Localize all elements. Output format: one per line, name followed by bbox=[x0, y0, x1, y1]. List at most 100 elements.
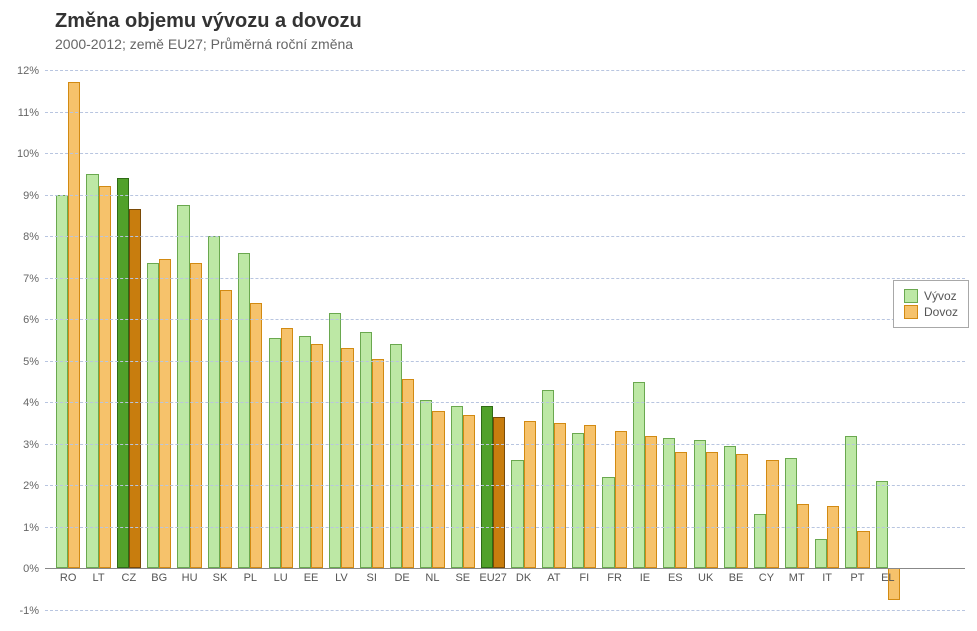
bar-import bbox=[250, 303, 262, 569]
grid-line: 12% bbox=[45, 70, 965, 71]
bar-import bbox=[827, 506, 839, 568]
x-tick-label: CY bbox=[759, 572, 774, 584]
y-tick-label: 0% bbox=[23, 563, 39, 575]
bar-export bbox=[511, 460, 523, 568]
grid-line: 3% bbox=[45, 444, 965, 445]
x-tick-label: SE bbox=[455, 572, 470, 584]
legend-swatch-export bbox=[904, 289, 918, 303]
legend-item-export: Vývoz bbox=[904, 289, 958, 303]
y-tick-label: 11% bbox=[18, 107, 39, 119]
y-tick-label: 9% bbox=[23, 190, 39, 202]
y-tick-label: 1% bbox=[23, 522, 39, 534]
x-tick-label: DE bbox=[394, 572, 409, 584]
x-tick-label: UK bbox=[698, 572, 713, 584]
x-tick-label: SK bbox=[213, 572, 228, 584]
grid-line: 2% bbox=[45, 485, 965, 486]
bar-import bbox=[766, 460, 778, 568]
x-tick-label: SI bbox=[367, 572, 377, 584]
bar-export bbox=[876, 481, 888, 568]
x-tick-label: AT bbox=[547, 572, 560, 584]
x-tick-label: PT bbox=[850, 572, 864, 584]
y-tick-label: 7% bbox=[23, 273, 39, 285]
y-tick-label: 12% bbox=[17, 65, 39, 77]
bar-import bbox=[99, 186, 111, 568]
bar-import bbox=[402, 379, 414, 568]
bar-export bbox=[360, 332, 372, 569]
bar-import bbox=[857, 531, 869, 568]
bar-import bbox=[311, 344, 323, 568]
x-tick-label: BG bbox=[151, 572, 167, 584]
bar-export bbox=[451, 406, 463, 568]
grid-line: 8% bbox=[45, 236, 965, 237]
legend-swatch-import bbox=[904, 305, 918, 319]
grid-line: 10% bbox=[45, 153, 965, 154]
bar-import bbox=[159, 259, 171, 568]
x-tick-label: EE bbox=[304, 572, 319, 584]
y-tick-label: 8% bbox=[23, 231, 39, 243]
x-tick-label: IE bbox=[640, 572, 650, 584]
bar-export bbox=[269, 338, 281, 569]
x-tick-label: EU27 bbox=[479, 572, 507, 584]
grid-line-zero: 0% bbox=[45, 568, 965, 569]
x-tick-label: LU bbox=[274, 572, 288, 584]
bar-export bbox=[420, 400, 432, 568]
bar-export bbox=[724, 446, 736, 569]
bar-export bbox=[481, 406, 493, 568]
x-tick-label: LT bbox=[93, 572, 105, 584]
bar-import bbox=[68, 82, 80, 568]
bar-import bbox=[645, 436, 657, 569]
bar-import bbox=[190, 263, 202, 568]
chart-root: Změna objemu vývozu a dovozu 2000-2012; … bbox=[0, 0, 977, 631]
bar-import bbox=[129, 209, 141, 568]
bar-export bbox=[815, 539, 827, 568]
legend: Vývoz Dovoz bbox=[893, 280, 969, 328]
grid-line: -1% bbox=[45, 610, 965, 611]
bar-import bbox=[584, 425, 596, 568]
bar-export bbox=[329, 313, 341, 568]
grid-line: 7% bbox=[45, 278, 965, 279]
bar-import bbox=[372, 359, 384, 569]
bar-export bbox=[542, 390, 554, 569]
bar-export bbox=[56, 195, 68, 569]
bar-export bbox=[299, 336, 311, 569]
x-tick-label: NL bbox=[425, 572, 439, 584]
bar-import bbox=[432, 411, 444, 569]
bar-export bbox=[663, 438, 675, 569]
x-tick-label: CZ bbox=[122, 572, 137, 584]
bar-import bbox=[797, 504, 809, 568]
plot-area: ROLTCZBGHUSKPLLUEELVSIDENLSEEU27DKATFIFR… bbox=[45, 70, 965, 610]
bar-export bbox=[147, 263, 159, 568]
bar-import bbox=[736, 454, 748, 568]
y-tick-label: 4% bbox=[23, 397, 39, 409]
bar-export bbox=[754, 514, 766, 568]
bar-import bbox=[675, 452, 687, 568]
chart-title: Změna objemu vývozu a dovozu bbox=[55, 10, 362, 33]
y-tick-label: 3% bbox=[23, 439, 39, 451]
bar-import bbox=[706, 452, 718, 568]
x-tick-label: LV bbox=[335, 572, 348, 584]
bar-import bbox=[554, 423, 566, 568]
legend-label-import: Dovoz bbox=[924, 305, 958, 319]
bar-export bbox=[572, 433, 584, 568]
grid-line: 1% bbox=[45, 527, 965, 528]
bar-import bbox=[493, 417, 505, 569]
y-tick-label: 6% bbox=[23, 314, 39, 326]
y-tick-label: 5% bbox=[23, 356, 39, 368]
grid-line: 5% bbox=[45, 361, 965, 362]
x-tick-label: PL bbox=[244, 572, 257, 584]
grid-line: 4% bbox=[45, 402, 965, 403]
x-tick-label: ES bbox=[668, 572, 683, 584]
bar-export bbox=[238, 253, 250, 569]
bars-layer: ROLTCZBGHUSKPLLUEELVSIDENLSEEU27DKATFIFR… bbox=[45, 70, 965, 610]
bar-export bbox=[177, 205, 189, 568]
grid-line: 6% bbox=[45, 319, 965, 320]
y-tick-label: 10% bbox=[17, 148, 39, 160]
bar-export bbox=[633, 382, 645, 569]
bar-export bbox=[785, 458, 797, 568]
grid-line: 11% bbox=[45, 112, 965, 113]
bar-export bbox=[86, 174, 98, 569]
chart-subtitle: 2000-2012; země EU27; Průměrná roční změ… bbox=[55, 36, 353, 52]
legend-label-export: Vývoz bbox=[924, 289, 957, 303]
bar-export bbox=[602, 477, 614, 568]
bar-import bbox=[615, 431, 627, 568]
